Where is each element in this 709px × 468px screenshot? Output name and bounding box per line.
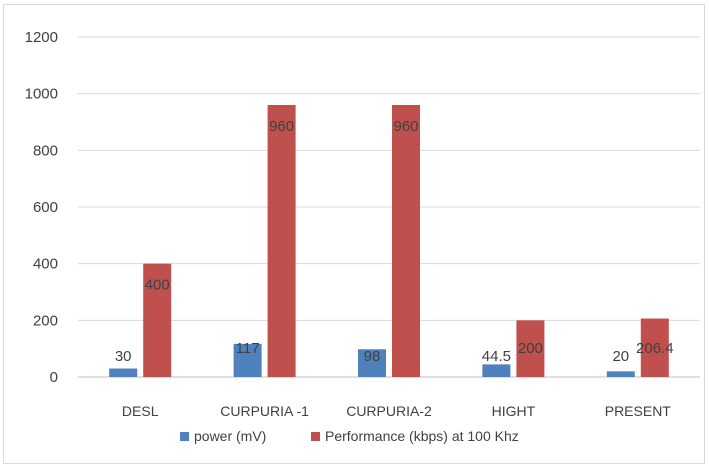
y-tick-label: 1200	[25, 29, 58, 46]
y-tick-label: 1000	[25, 86, 58, 103]
data-label: 30	[115, 348, 132, 365]
y-tick-label: 600	[33, 199, 58, 216]
bar-performance	[267, 105, 296, 377]
data-label: 200	[518, 340, 543, 357]
y-tick-label: 200	[33, 312, 58, 329]
legend-label: power (mV)	[194, 428, 266, 444]
y-axis-ticks: 0 200 400 600 800 1000 1200	[25, 29, 58, 386]
bar-performance	[143, 263, 172, 377]
y-tick-label: 800	[33, 142, 58, 159]
data-label: 960	[269, 118, 294, 135]
data-label: 206.4	[636, 340, 674, 357]
bar-power	[482, 364, 511, 377]
chart-frame	[3, 4, 705, 464]
data-label: 20	[612, 348, 629, 365]
data-labels: 30 400 117 960 98 960 44.5 200 20 206.4	[115, 118, 674, 365]
gridlines	[78, 36, 700, 378]
bar-power	[606, 371, 635, 377]
data-label: 98	[364, 348, 381, 365]
bar-performance	[392, 105, 420, 377]
category-label: HIGHT	[492, 403, 536, 419]
bar-power	[233, 343, 262, 377]
legend-label: Performance (kbps) at 100 Khz	[325, 428, 519, 444]
category-label: CURPURIA -1	[220, 403, 309, 419]
x-axis-categories: DESL CURPURIA -1 CURPURIA-2 HIGHT PRESENT	[122, 403, 671, 419]
legend-swatch	[180, 432, 189, 441]
bars	[109, 105, 669, 377]
data-label: 960	[393, 118, 418, 135]
bar-power	[109, 368, 138, 377]
category-label: CURPURIA-2	[346, 403, 432, 419]
bar-performance	[516, 320, 545, 377]
category-label: PRESENT	[605, 403, 672, 419]
legend-swatch	[311, 432, 320, 441]
category-label: DESL	[122, 403, 159, 419]
data-label: 117	[236, 340, 260, 357]
bar-performance	[640, 318, 669, 377]
data-label: 400	[145, 277, 170, 294]
legend: power (mV) Performance (kbps) at 100 Khz	[180, 428, 519, 444]
data-label: 44.5	[482, 348, 511, 365]
y-tick-label: 400	[33, 256, 58, 273]
bar-power	[358, 349, 386, 377]
y-tick-label: 0	[50, 369, 58, 386]
